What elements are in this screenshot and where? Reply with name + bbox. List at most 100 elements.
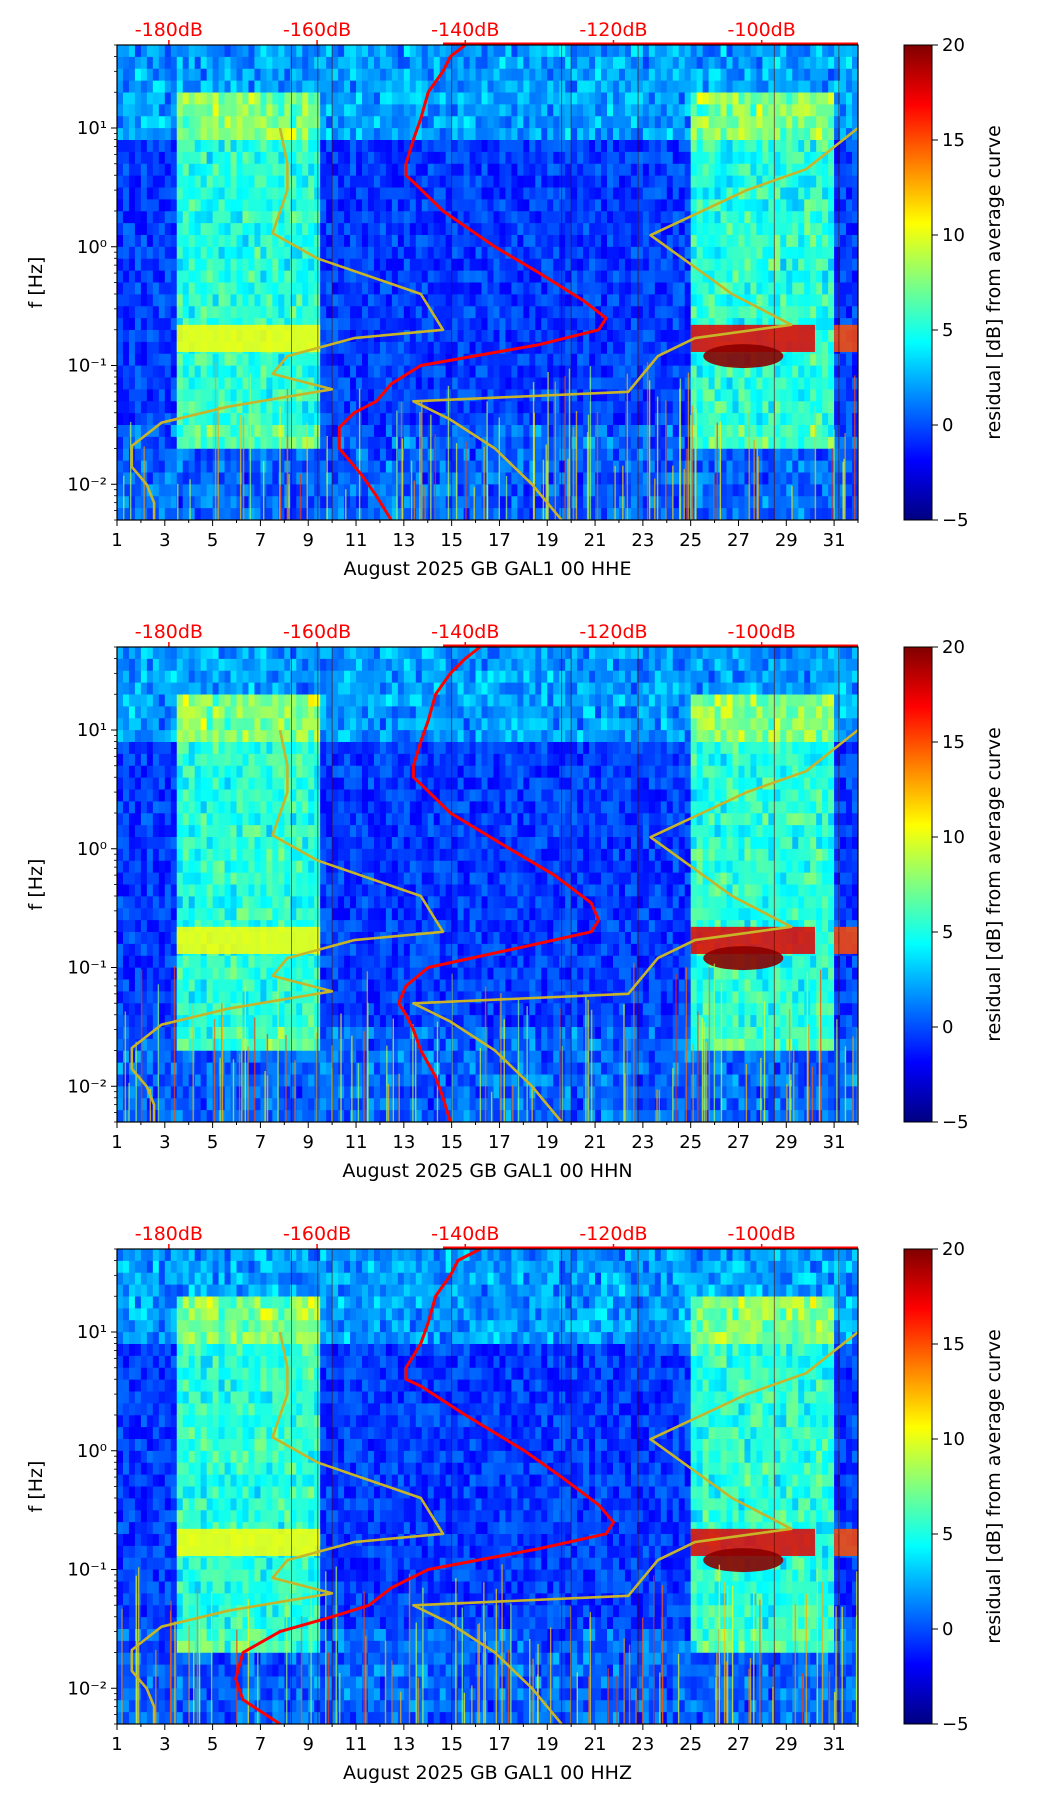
colorbar-tick-label: 0 [942, 1017, 953, 1038]
top-db-tick-label: -120dB [579, 1223, 647, 1245]
spectrogram-image [117, 45, 858, 520]
colorbar [903, 646, 933, 1123]
top-db-tick-label: -180dB [135, 19, 203, 41]
top-db-tick-label: -160dB [283, 621, 351, 643]
top-db-tick-label: -140dB [431, 1223, 499, 1245]
top-db-tick-label: -140dB [431, 19, 499, 41]
colorbar [903, 44, 933, 521]
x-axis-label: August 2025 GB GAL1 00 HHZ [343, 1762, 632, 1784]
colorbar-tick-label: 20 [942, 637, 965, 658]
x-tick-label: 21 [584, 530, 607, 551]
x-tick-label: 7 [255, 1132, 266, 1153]
y-tick-label: 10⁻¹ [67, 356, 107, 377]
nlnm-curve [130, 127, 445, 520]
x-tick-label: 31 [823, 1734, 846, 1755]
colorbar-tick-label: 0 [942, 415, 953, 436]
y-tick-label: 10⁻¹ [67, 958, 107, 979]
x-tick-label: 11 [345, 1132, 368, 1153]
x-tick-label: 27 [727, 1132, 750, 1153]
colorbar-tick-label: −5 [942, 1112, 969, 1133]
x-tick-label: 3 [159, 530, 170, 551]
top-db-tick-label: -100dB [728, 621, 796, 643]
x-tick-label: 21 [584, 1734, 607, 1755]
x-tick-label: 29 [775, 530, 798, 551]
y-axis-label: f [Hz] [25, 257, 47, 309]
y-axis-label: f [Hz] [25, 859, 47, 911]
x-tick-label: 21 [584, 1132, 607, 1153]
x-tick-label: 1 [111, 530, 122, 551]
colorbar-tick-label: 5 [942, 320, 953, 341]
x-tick-label: 3 [159, 1132, 170, 1153]
x-tick-label: 31 [823, 1132, 846, 1153]
x-tick-label: 25 [679, 530, 702, 551]
nhnm-curve [412, 728, 858, 1122]
x-axis-label: August 2025 GB GAL1 00 HHN [342, 1160, 632, 1182]
colorbar-tick-label: 10 [942, 1429, 965, 1450]
colorbar [903, 1248, 933, 1725]
x-tick-label: 3 [159, 1734, 170, 1755]
y-tick-label: 10⁰ [77, 237, 107, 258]
x-tick-label: 7 [255, 1734, 266, 1755]
y-axis-label: f [Hz] [25, 1461, 47, 1513]
colorbar-tick-label: 5 [942, 1524, 953, 1545]
top-db-tick-label: -100dB [728, 19, 796, 41]
top-db-tick-label: -120dB [579, 19, 647, 41]
x-tick-label: 23 [631, 1734, 654, 1755]
x-tick-label: 15 [440, 1132, 463, 1153]
nhnm-curve [412, 1330, 858, 1724]
average-psd-curve [397, 647, 601, 1122]
y-tick-label: 10¹ [77, 1322, 107, 1343]
y-tick-label: 10⁰ [77, 1441, 107, 1462]
top-db-tick-label: -100dB [728, 1223, 796, 1245]
x-axis-label: August 2025 GB GAL1 00 HHE [344, 558, 632, 580]
x-tick-label: 15 [440, 530, 463, 551]
x-tick-label: 5 [207, 1132, 218, 1153]
x-tick-label: 15 [440, 1734, 463, 1755]
top-db-tick-label: -140dB [431, 621, 499, 643]
top-db-tick-label: -120dB [579, 621, 647, 643]
x-tick-label: 29 [775, 1734, 798, 1755]
colorbar-tick-label: −5 [942, 1714, 969, 1735]
x-tick-label: 13 [392, 1132, 415, 1153]
colorbar-tick-label: 20 [942, 1239, 965, 1260]
top-db-tick-label: -160dB [283, 1223, 351, 1245]
x-tick-label: 17 [488, 530, 511, 551]
x-tick-label: 29 [775, 1132, 798, 1153]
colorbar-tick-label: −5 [942, 510, 969, 531]
x-tick-label: 25 [679, 1734, 702, 1755]
average-psd-curve [234, 1249, 615, 1724]
x-tick-label: 9 [302, 1734, 313, 1755]
colorbar-tick-label: 15 [942, 1334, 965, 1355]
x-tick-label: 19 [536, 1132, 559, 1153]
x-tick-label: 7 [255, 530, 266, 551]
top-db-tick-label: -180dB [135, 1223, 203, 1245]
colorbar-tick-label: 20 [942, 35, 965, 56]
colorbar-tick-label: 15 [942, 732, 965, 753]
colorbar-tick-label: 10 [942, 225, 965, 246]
x-tick-label: 11 [345, 530, 368, 551]
average-psd-curve [337, 45, 608, 520]
y-tick-label: 10⁻² [67, 474, 107, 495]
top-db-tick-label: -160dB [283, 19, 351, 41]
colorbar-label: residual [dB] from average curve [983, 727, 1005, 1042]
x-tick-label: 11 [345, 1734, 368, 1755]
y-tick-label: 10⁻¹ [67, 1560, 107, 1581]
x-tick-label: 13 [392, 530, 415, 551]
nlnm-curve [130, 729, 445, 1122]
x-tick-label: 5 [207, 530, 218, 551]
colorbar-tick-label: 10 [942, 827, 965, 848]
x-tick-label: 23 [631, 530, 654, 551]
x-tick-label: 27 [727, 1734, 750, 1755]
colorbar-tick-label: 5 [942, 922, 953, 943]
colorbar-tick-label: 0 [942, 1619, 953, 1640]
x-tick-label: 25 [679, 1132, 702, 1153]
x-tick-label: 9 [302, 530, 313, 551]
x-tick-label: 1 [111, 1132, 122, 1153]
x-tick-label: 1 [111, 1734, 122, 1755]
x-tick-label: 31 [823, 530, 846, 551]
y-tick-label: 10⁰ [77, 839, 107, 860]
colorbar-label: residual [dB] from average curve [983, 1329, 1005, 1644]
